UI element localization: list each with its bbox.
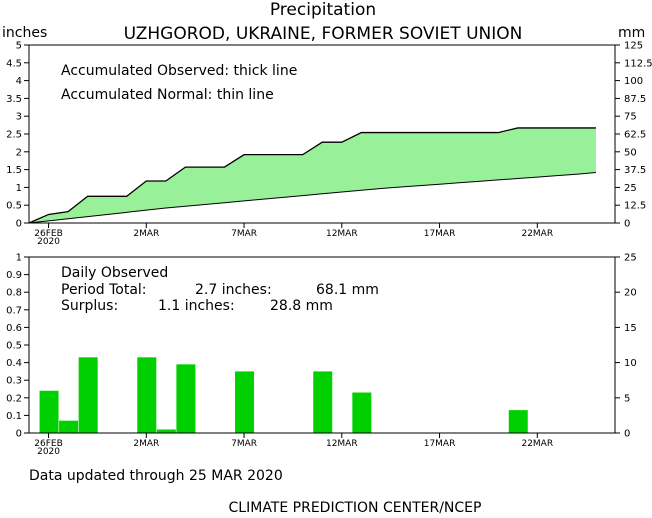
daily-observed-label: Daily Observed (61, 265, 168, 281)
y-tick-label-left: 0.5 (6, 201, 22, 212)
x-tick-sublabel: 2020 (37, 447, 60, 457)
surplus-label: Surplus: (61, 298, 118, 314)
y-tick-label-left: 3 (16, 112, 22, 123)
y-tick-label-right: 20 (624, 288, 637, 299)
daily-bar (156, 429, 176, 433)
data-updated-note: Data updated through 25 MAR 2020 (29, 468, 283, 484)
accumulated-area-layer (29, 127, 596, 223)
y-tick-label-right: 62.5 (624, 130, 646, 141)
daily-bar (59, 420, 79, 433)
x-tick-label: 17MAR (424, 229, 456, 239)
period-total-inches: 2.7 inches: (195, 282, 272, 298)
accumulated-normal-line (28, 171, 596, 224)
y-tick-label-left: 0 (16, 429, 22, 440)
daily-bar (508, 410, 528, 433)
chart-location: UZHGOROD, UKRAINE, FORMER SOVIET UNION (124, 24, 523, 44)
y-tick-label-right: 0 (624, 219, 630, 230)
x-tick-label: 2MAR (133, 229, 159, 239)
y-tick-label-right: 15 (624, 323, 637, 334)
daily-bar (352, 392, 372, 433)
x-tick-label: 26FEB (34, 229, 63, 239)
y-tick-label-right: 100 (624, 76, 643, 87)
x-tick-label: 7MAR (231, 439, 257, 449)
y-tick-label-left: 4.5 (6, 58, 22, 69)
surplus-fill-area (29, 127, 596, 223)
y-tick-label-left: 0.5 (6, 341, 22, 352)
y-tick-label-left: 0.4 (6, 358, 22, 369)
daily-bar (235, 371, 255, 433)
daily-bar (78, 357, 98, 433)
daily-bar-layer (39, 357, 528, 433)
period-total-label: Period Total: (61, 282, 147, 298)
right-unit-label: mm (618, 25, 645, 41)
accumulated-panel: 00.511.522.533.544.55012.52537.55062.575… (6, 41, 652, 248)
y-tick-label-right: 125 (624, 41, 643, 52)
y-tick-label-left: 1.5 (6, 165, 22, 176)
y-tick-label-right: 12.5 (624, 201, 646, 212)
y-tick-label-right: 50 (624, 147, 637, 158)
y-tick-label-left: 0.6 (6, 323, 22, 334)
observed-annotation: Accumulated Observed: thick line (61, 63, 297, 79)
daily-bar (313, 371, 333, 433)
credit-line: CLIMATE PREDICTION CENTER/NCEP (229, 500, 482, 516)
accumulated-axes: 00.511.522.533.544.55012.52537.55062.575… (6, 41, 652, 248)
left-unit-label: inches (2, 25, 47, 41)
x-tick-sublabel: 2020 (37, 237, 60, 247)
x-tick-label: 2MAR (133, 439, 159, 449)
y-tick-label-left: 0.3 (6, 376, 22, 387)
y-tick-label-left: 1 (16, 183, 22, 194)
y-tick-label-left: 0.9 (6, 270, 22, 281)
x-tick-label: 12MAR (326, 439, 358, 449)
y-tick-label-right: 75 (624, 112, 637, 123)
x-tick-label: 7MAR (231, 229, 257, 239)
y-tick-label-left: 0.7 (6, 305, 22, 316)
y-tick-label-right: 37.5 (624, 165, 646, 176)
period-total-mm: 68.1 mm (316, 282, 379, 298)
y-tick-label-left: 2.5 (6, 130, 22, 141)
y-tick-label-right: 25 (624, 183, 637, 194)
accumulated-observed-line (28, 127, 596, 224)
y-tick-label-right: 10 (624, 358, 637, 369)
daily-panel: 00.10.20.30.40.50.60.70.80.9105101520252… (6, 253, 637, 458)
daily-bar (39, 390, 59, 433)
y-tick-label-right: 25 (624, 253, 637, 264)
daily-bar (137, 357, 157, 433)
y-tick-label-right: 87.5 (624, 94, 646, 105)
y-tick-label-right: 0 (624, 429, 630, 440)
daily-axes: 00.10.20.30.40.50.60.70.80.9105101520252… (6, 253, 637, 458)
y-tick-label-left: 3.5 (6, 94, 22, 105)
surplus-mm: 28.8 mm (270, 298, 333, 314)
chart-title: Precipitation (270, 0, 376, 20)
y-tick-label-left: 2 (16, 147, 22, 158)
y-tick-label-left: 0.8 (6, 288, 22, 299)
x-tick-label: 22MAR (521, 439, 553, 449)
surplus-inches: 1.1 inches: (158, 298, 235, 314)
normal-annotation: Accumulated Normal: thin line (61, 87, 274, 103)
accumulated-line-layer (28, 127, 596, 224)
y-tick-label-left: 0.1 (6, 411, 22, 422)
y-tick-label-left: 4 (16, 76, 22, 87)
daily-bar (176, 364, 196, 433)
y-tick-label-left: 0.2 (6, 393, 22, 404)
y-tick-label-right: 5 (624, 393, 630, 404)
x-tick-label: 26FEB (34, 439, 63, 449)
y-tick-label-left: 0 (16, 219, 22, 230)
x-tick-label: 17MAR (424, 439, 456, 449)
y-tick-label-right: 112.5 (624, 58, 652, 69)
x-tick-label: 22MAR (521, 229, 553, 239)
x-tick-label: 12MAR (326, 229, 358, 239)
y-tick-label-left: 1 (16, 253, 22, 264)
y-tick-label-left: 5 (16, 41, 22, 52)
